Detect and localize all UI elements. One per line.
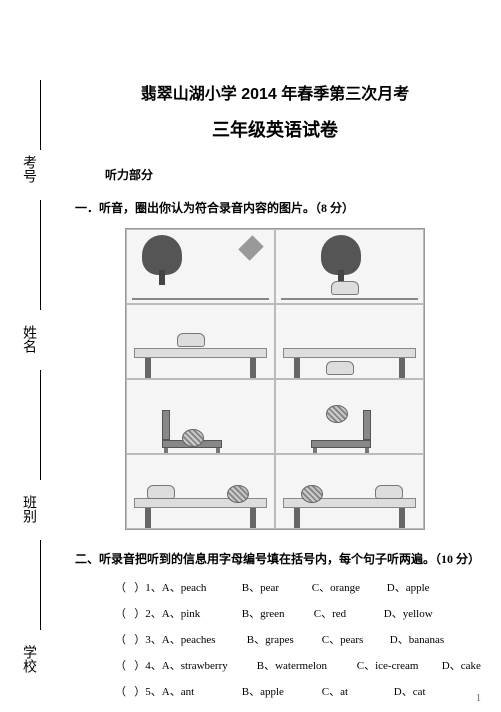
title-line-2: 三年级英语试卷	[75, 116, 475, 142]
image-row	[126, 229, 424, 304]
sidebar-label-exam-id: 考号	[18, 155, 38, 183]
option-row: （ ）3、A、peachesB、grapesC、pearsD、bananas	[115, 631, 475, 647]
option-row: （ ）2、A、pinkB、greenC、redD、yellow	[115, 605, 475, 621]
sidebar-label-school: 学校	[18, 645, 38, 673]
option-row: （ ）1、A、peachB、pearC、orangeD、apple	[115, 579, 475, 595]
sidebar: 考号 姓名 班别 学校	[10, 0, 70, 712]
sidebar-line	[40, 200, 41, 310]
image-row	[126, 454, 424, 529]
image-cell-desk-ball-car-2	[275, 454, 424, 529]
image-cell-desk-ball-car-1	[126, 454, 275, 529]
sidebar-line	[40, 540, 41, 630]
title-line-1: 翡翠山湖小学 2014 年春季第三次月考	[75, 80, 475, 104]
option-row: （ ）5、A、antB、appleC、atD、cat	[115, 683, 475, 699]
listening-section-title: 听力部分	[105, 166, 475, 183]
image-grid	[125, 228, 425, 530]
image-cell-desk-car-under	[275, 304, 424, 379]
sidebar-label-name: 姓名	[18, 325, 38, 353]
image-cell-tree-car	[275, 229, 424, 304]
image-cell-chair-ball-under	[126, 379, 275, 454]
sidebar-line	[40, 370, 41, 480]
image-row	[126, 304, 424, 379]
image-cell-chair-ball-on	[275, 379, 424, 454]
question-2-title: 二、听录音把听到的信息用字母编号填在括号内，每个句子听两遍。（10 分）	[75, 550, 475, 567]
sidebar-line	[40, 80, 41, 150]
options-list: （ ）1、A、peachB、pearC、orangeD、apple （ ）2、A、…	[115, 579, 475, 699]
main-content: 翡翠山湖小学 2014 年春季第三次月考 三年级英语试卷 听力部分 一．听音，圈…	[75, 80, 475, 709]
image-row	[126, 379, 424, 454]
option-row: （ ）4、A、strawberryB、watermelonC、ice-cream…	[115, 657, 475, 673]
question-1-title: 一．听音，圈出你认为符合录音内容的图片。（8 分）	[75, 199, 475, 216]
image-cell-desk-car-on	[126, 304, 275, 379]
image-cell-tree-kite	[126, 229, 275, 304]
page-number: 1	[476, 693, 481, 704]
sidebar-label-class: 班别	[18, 495, 38, 523]
